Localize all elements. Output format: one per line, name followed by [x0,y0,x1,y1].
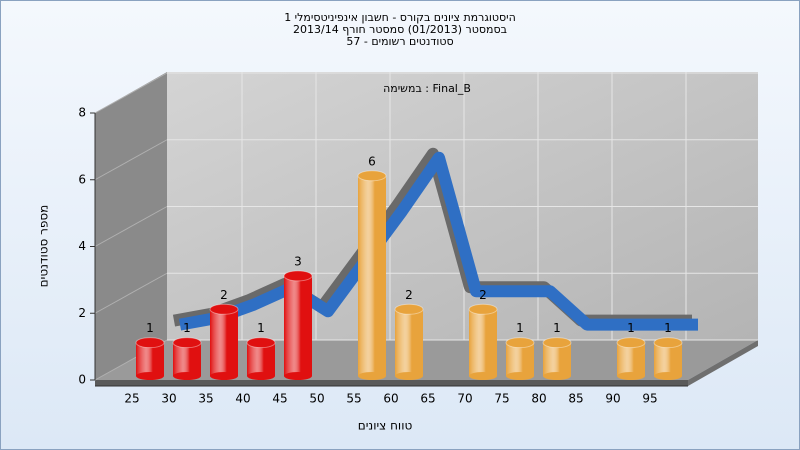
bar [617,342,645,376]
x-tick-label: 95 [642,392,657,406]
bar [284,275,312,376]
bar [395,309,423,376]
bar-bottom [654,372,682,380]
bar [358,175,386,376]
bar-bottom [247,372,275,380]
x-tick-label: 25 [124,392,139,406]
x-tick-label: 45 [272,392,287,406]
bar-top [209,303,239,315]
subtitle: במשימה : Final_B [383,82,471,95]
bar-bottom [358,372,386,380]
title-line: היסטוגרמת ציונים בקורס - חשבון אינפיניטס… [284,11,516,24]
bar-bottom [284,372,312,380]
bar [506,342,534,376]
x-tick-label: 65 [420,392,435,406]
y-tick-label: 2 [78,306,86,320]
x-tick-label: 85 [568,392,583,406]
y-tick-label: 8 [78,106,86,120]
bar-bottom [506,372,534,380]
data-label: 2 [405,288,413,302]
data-label: 1 [627,321,635,335]
bar-bottom [395,372,423,380]
y-tick-label: 0 [78,373,86,387]
bar [654,342,682,376]
bar [136,342,164,376]
bar-top [135,337,165,349]
grid-line [94,206,168,247]
bar [469,309,497,376]
title: היסטוגרמת ציונים בקורס - חשבון אינפיניטס… [284,11,516,48]
bar-top [653,337,683,349]
grid-line [94,272,168,314]
bar-top [357,170,387,182]
x-tick-label: 55 [346,392,361,406]
y-tick-label: 4 [78,239,86,253]
bar-bottom [173,372,201,380]
bar-top [505,337,535,349]
curve [178,151,698,331]
x-tick-label: 90 [605,392,620,406]
bar-top [616,337,646,349]
data-label: 3 [294,254,302,268]
bar [173,342,201,376]
data-label: 1 [257,321,265,335]
bar-bottom [210,372,238,380]
x-tick-label: 70 [457,392,472,406]
bar-bottom [469,372,497,380]
x-tick-label: 40 [235,392,250,406]
grid-line [94,139,168,181]
x-tick-label: 50 [309,392,324,406]
x-tick-label: 75 [494,392,509,406]
bar [543,342,571,376]
bar [247,342,275,376]
y-tick-label: 6 [78,172,86,186]
title-line: סטודנטים רשומים - 57 [346,35,453,48]
x-axis-label: טווח ציונים [358,419,413,433]
data-label: 1 [146,321,154,335]
x-tick-label: 60 [383,392,398,406]
bar-top [542,337,572,349]
floor-front [95,380,688,386]
data-label: 1 [553,321,561,335]
bar-top [172,337,202,349]
data-label: 1 [183,321,191,335]
bar-bottom [136,372,164,380]
data-label: 1 [516,321,524,335]
bar-top [394,303,424,315]
title-line: בסמסטר (01/2013) סמסטר חורף 2013/14 [293,23,507,36]
bar-top [283,270,313,282]
data-label: 2 [220,288,228,302]
bar-top [246,337,276,349]
data-label: 1 [664,321,672,335]
bar [210,309,238,376]
data-label: 2 [479,288,487,302]
floor-edge [688,340,758,386]
grid-line [94,72,168,114]
bar-bottom [543,372,571,380]
x-tick-label: 30 [161,392,176,406]
y-axis-label: מספר סטודנטים [37,205,51,288]
x-tick-label: 80 [531,392,546,406]
bar-top [468,303,498,315]
x-tick-label: 35 [198,392,213,406]
bar-bottom [617,372,645,380]
data-label: 6 [368,154,376,168]
